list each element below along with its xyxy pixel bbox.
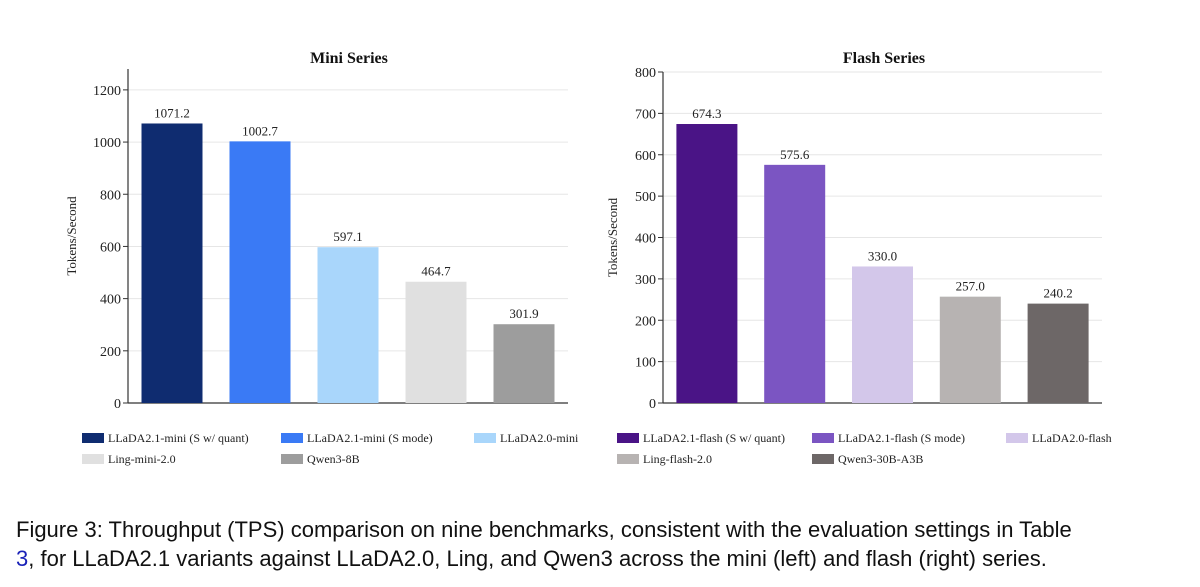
data-label: 464.7 [421,264,451,279]
data-label: 301.9 [509,306,538,321]
legend-label: LLaDA2.1-mini (S mode) [307,431,433,445]
y-tick-label: 300 [635,273,656,288]
y-tick-label: 1200 [93,84,121,99]
data-label: 240.2 [1043,286,1072,301]
y-tick-label: 100 [635,356,656,371]
y-tick-label: 800 [100,188,121,203]
y-tick-label: 600 [635,149,656,164]
legend-label: Ling-flash-2.0 [643,452,712,466]
legend-label: Qwen3-30B-A3B [838,452,923,466]
bar [493,324,555,403]
legend-swatch [617,454,639,464]
data-label: 674.3 [692,106,721,121]
legend-label: Ling-mini-2.0 [108,452,176,466]
bar [852,266,913,403]
y-axis-label: Tokens/Second [605,197,620,277]
legend-swatch [281,454,303,464]
data-label: 1071.2 [154,105,190,120]
chart-title: Flash Series [843,50,925,67]
data-label: 575.6 [780,147,810,162]
bar [229,141,291,403]
legend-swatch [812,433,834,443]
bar [405,281,467,403]
chart-title: Mini Series [310,50,388,67]
y-tick-label: 800 [635,66,656,81]
data-label: 597.1 [333,229,362,244]
legend-swatch [812,454,834,464]
legend-swatch [281,433,303,443]
legend-label: LLaDA2.1-mini (S w/ quant) [108,431,249,445]
bar [317,247,379,403]
table-reference-link[interactable]: 3 [16,546,29,571]
legend-label: LLaDA2.1-flash (S mode) [838,431,965,445]
bar [764,164,826,403]
bar [676,124,738,404]
caption-line-1: Figure 3: Throughput (TPS) comparison on… [16,515,1186,544]
data-label: 257.0 [956,279,985,294]
y-tick-label: 600 [100,240,121,255]
bar [1027,303,1089,403]
y-tick-label: 700 [635,107,656,122]
y-tick-label: 0 [114,397,121,412]
legend-label: LLaDA2.1-flash (S w/ quant) [643,431,785,445]
y-tick-label: 500 [635,190,656,205]
bar [939,296,1001,403]
y-axis-label: Tokens/Second [64,196,79,276]
data-label: 1002.7 [242,123,278,138]
y-tick-label: 0 [649,397,656,412]
y-tick-label: 400 [100,293,121,308]
legend-label: LLaDA2.0-flash [1032,431,1112,445]
flash-series-chart: 0 100 200 300 400 500 600 700 800 Flash Series Tok… [605,50,1112,466]
mini-series-chart: 0 200 400 600 800 1000 1200 Mini Series Tokens/S… [64,50,579,466]
caption-suffix: , for LLaDA2.1 variants against LLaDA2.0… [28,546,1047,571]
figure-caption: Figure 3: Throughput (TPS) comparison on… [16,515,1186,573]
caption-prefix: Figure 3: Throughput (TPS) comparison on… [16,517,1072,542]
y-tick-label: 200 [635,314,656,329]
caption-line-2: 3, for LLaDA2.1 variants against LLaDA2.… [16,544,1186,573]
y-tick-label: 200 [100,345,121,360]
legend-swatch [82,433,104,443]
data-label: 330.0 [868,248,897,263]
y-tick-label: 400 [635,232,656,247]
y-tick-label: 1000 [93,136,121,151]
legend-swatch [82,454,104,464]
legend-label: Qwen3-8B [307,452,360,466]
legend-swatch [474,433,496,443]
legend-swatch [1006,433,1028,443]
legend-swatch [617,433,639,443]
bar [141,123,203,403]
legend-label: LLaDA2.0-mini [500,431,579,445]
